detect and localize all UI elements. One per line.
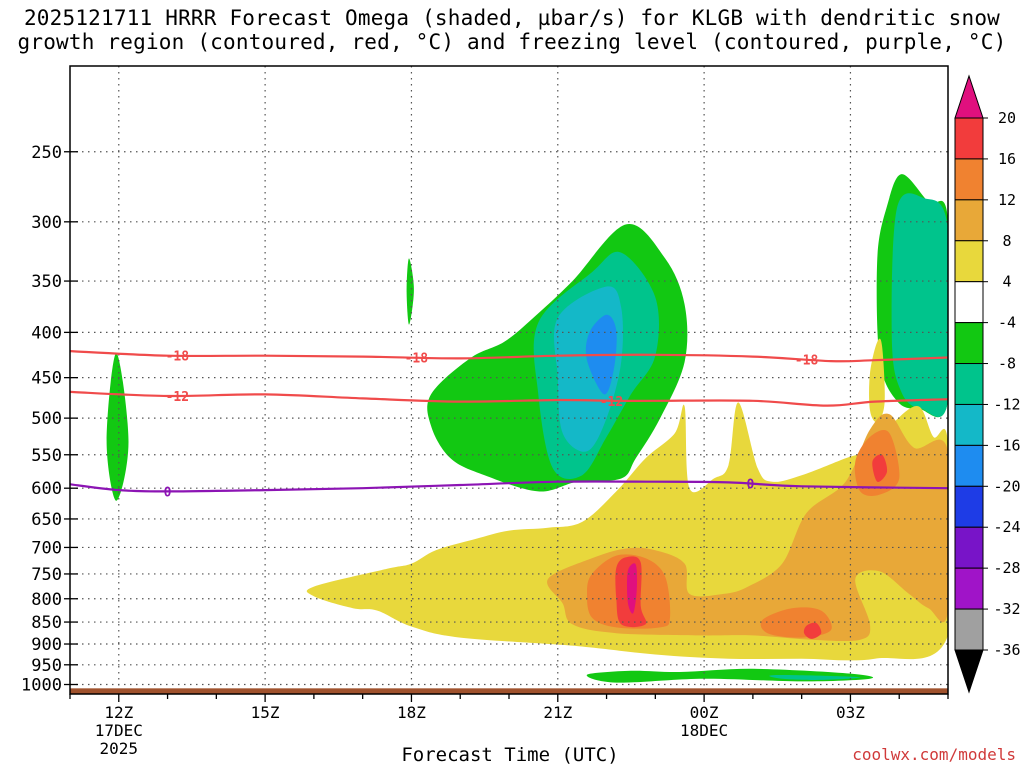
x-tick-label-18Z-0: 18Z bbox=[397, 703, 426, 722]
omega-teal-right bbox=[891, 193, 948, 417]
dgz-minus-12-line bbox=[70, 390, 948, 407]
ground-surface bbox=[70, 688, 948, 694]
colorbar-bin--28--24 bbox=[954, 526, 984, 569]
x-tick-label-21Z-0: 21Z bbox=[543, 703, 572, 722]
y-axis: 2503003504004505005506006507007508008509… bbox=[21, 143, 78, 696]
colorbar-label-12: 12 bbox=[998, 191, 1016, 209]
y-tick-label-800: 800 bbox=[31, 590, 62, 610]
colorbar-bin--24--20 bbox=[954, 485, 984, 528]
colorbar-label--32: -32 bbox=[993, 600, 1020, 618]
freezing-level-0-label-0: 0 bbox=[164, 485, 172, 500]
chart-title-line-1: 2025121711 HRRR Forecast Omega (shaded, … bbox=[23, 6, 1001, 30]
grid bbox=[70, 66, 948, 694]
colorbar-bin--36--32 bbox=[954, 608, 984, 651]
omega-green-left-narrow bbox=[106, 352, 129, 501]
colorbar-bin--32--28 bbox=[954, 567, 984, 610]
y-tick-label-350: 350 bbox=[31, 272, 62, 292]
y-tick-label-400: 400 bbox=[31, 323, 62, 343]
contours bbox=[70, 350, 948, 493]
y-tick-label-850: 850 bbox=[31, 613, 62, 633]
colorbar-top-arrow bbox=[954, 74, 984, 119]
omega-teal-surface-band bbox=[769, 675, 861, 680]
y-tick-label-300: 300 bbox=[31, 213, 62, 233]
y-tick-label-750: 750 bbox=[31, 565, 62, 585]
colorbar-label--16: -16 bbox=[993, 436, 1020, 454]
y-tick-label-450: 450 bbox=[31, 369, 62, 389]
chart-title-line-2: growth region (contoured, red, °C) and f… bbox=[17, 30, 1007, 54]
omega-green-18z-sliver bbox=[406, 258, 414, 325]
colorbar-bin-16-20 bbox=[954, 117, 984, 160]
y-tick-label-650: 650 bbox=[31, 510, 62, 530]
colorbar-bin-12-16 bbox=[954, 158, 984, 201]
dgz-minus-18-label-1: -18 bbox=[405, 352, 429, 367]
colorbar: 20 16 12 8 4 -4 -8 -12 -16 -20 -24 -28 -32 -36 bbox=[954, 74, 1021, 694]
y-tick-label-500: 500 bbox=[31, 409, 62, 429]
surface-ground bbox=[70, 688, 948, 694]
colorbar-label-4: 4 bbox=[1002, 273, 1011, 291]
colorbar-bin--8--4 bbox=[954, 322, 984, 365]
freezing-level-0-line bbox=[70, 480, 948, 493]
colorbar-bin-8-12 bbox=[954, 199, 984, 242]
omega-shading bbox=[106, 174, 948, 683]
x-axis-label: Forecast Time (UTC) bbox=[401, 744, 619, 766]
colorbar-label-8: 8 bbox=[1002, 232, 1011, 250]
x-tick-label-00Z-1: 18DEC bbox=[680, 721, 728, 740]
x-tick-label-00Z-0: 00Z bbox=[690, 703, 719, 722]
freezing-level-0-label-1: 0 bbox=[747, 478, 755, 493]
colorbar-label--28: -28 bbox=[993, 559, 1020, 577]
dgz-minus-12-label-0: -12 bbox=[166, 390, 189, 405]
colorbar-label--4: -4 bbox=[998, 314, 1016, 332]
y-tick-label-1000: 1000 bbox=[21, 676, 62, 696]
colorbar-label-20: 20 bbox=[998, 109, 1016, 127]
x-tick-label-12Z-0: 12Z bbox=[104, 703, 133, 722]
y-tick-label-550: 550 bbox=[31, 446, 62, 466]
chart-title: 2025121711 HRRR Forecast Omega (shaded, … bbox=[0, 6, 1024, 54]
colorbar-label--36: -36 bbox=[993, 641, 1020, 659]
colorbar-bin--12--8 bbox=[954, 363, 984, 405]
omega-yellow-right-plume bbox=[869, 338, 885, 423]
x-tick-label-12Z-2: 2025 bbox=[100, 739, 139, 758]
omega-red-core-b bbox=[803, 622, 822, 639]
colorbar-label--12: -12 bbox=[993, 395, 1020, 413]
dgz-minus-12-label-1: -12 bbox=[600, 395, 623, 410]
x-tick-label-12Z-1: 17DEC bbox=[95, 721, 143, 740]
omega-red-core-c bbox=[872, 454, 888, 482]
dgz-minus-18-label-2: -18 bbox=[795, 354, 819, 369]
source-credit[interactable]: coolwx.com/models bbox=[852, 745, 1016, 764]
dgz-minus-18-label-0: -18 bbox=[166, 350, 190, 365]
contour-labels: -18 -18 -18 -12 -12 0 0 bbox=[164, 350, 819, 501]
dgz-minus-18-line bbox=[70, 350, 948, 363]
colorbar-label--8: -8 bbox=[998, 355, 1016, 373]
colorbar-label--20: -20 bbox=[993, 477, 1020, 495]
y-tick-label-600: 600 bbox=[31, 479, 62, 499]
colorbar-bin--16--12 bbox=[954, 403, 984, 446]
y-tick-label-900: 900 bbox=[31, 635, 62, 655]
y-tick-label-250: 250 bbox=[31, 143, 62, 163]
x-tick-label-03Z-0: 03Z bbox=[836, 703, 865, 722]
colorbar-bottom-arrow bbox=[954, 649, 984, 694]
omega-magenta-core bbox=[627, 563, 638, 614]
omega-green-surface-band bbox=[586, 668, 874, 683]
colorbar-label--24: -24 bbox=[993, 518, 1020, 536]
colorbar-bin--20--16 bbox=[954, 444, 984, 487]
x-tick-label-15Z-0: 15Z bbox=[251, 703, 280, 722]
y-tick-label-950: 950 bbox=[31, 656, 62, 676]
colorbar-label-16: 16 bbox=[998, 150, 1016, 168]
colorbar-bin-4-8 bbox=[954, 240, 984, 283]
y-tick-label-700: 700 bbox=[31, 538, 62, 558]
colorbar-bin--4-4 bbox=[954, 281, 984, 324]
